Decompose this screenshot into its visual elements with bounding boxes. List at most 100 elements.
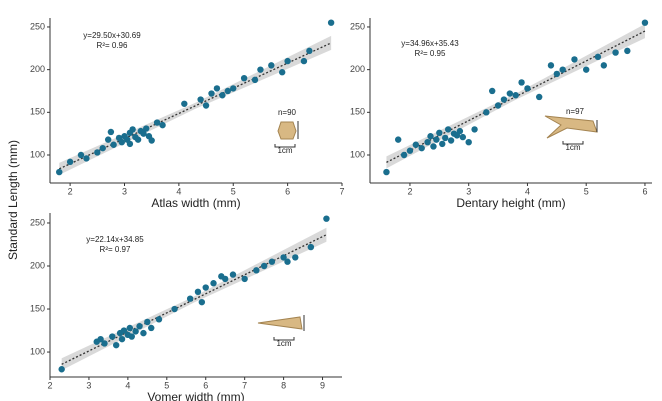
point <box>406 147 414 154</box>
point <box>612 49 619 56</box>
r-squared: R²= 0.97 <box>100 245 131 254</box>
x-tick-label: 2 <box>407 186 412 196</box>
y-tick-label: 150 <box>30 107 45 117</box>
x-tick-label: 7 <box>242 380 247 390</box>
x-tick-label: 4 <box>176 186 181 196</box>
point <box>624 47 631 55</box>
point <box>465 138 472 146</box>
point <box>118 335 126 343</box>
x-tick-label: 4 <box>525 186 530 196</box>
point <box>155 316 163 323</box>
point <box>101 340 108 347</box>
point <box>120 327 128 334</box>
x-tick-label: 8 <box>281 380 286 390</box>
point <box>222 275 229 283</box>
y-tick-label: 150 <box>30 303 45 313</box>
scale-bar <box>273 337 295 341</box>
bone-icon <box>257 316 303 330</box>
point <box>77 151 85 159</box>
point <box>58 366 65 373</box>
y-tick-label: 100 <box>30 346 45 356</box>
x-tick-label: 7 <box>339 186 344 196</box>
point <box>427 133 434 140</box>
x-tick-label: 2 <box>47 380 52 390</box>
scale-bar <box>274 144 296 148</box>
point <box>224 87 232 95</box>
point <box>171 305 178 313</box>
point <box>439 140 446 148</box>
y-tick-label: 200 <box>30 64 45 74</box>
y-tick-label: 200 <box>30 260 45 270</box>
point <box>241 275 248 283</box>
point <box>594 53 602 61</box>
point <box>229 271 237 278</box>
point <box>571 56 578 63</box>
point <box>306 47 313 55</box>
point <box>213 85 221 92</box>
point <box>126 324 134 332</box>
point <box>202 284 209 291</box>
point <box>559 66 566 73</box>
point <box>444 126 452 133</box>
scale-label: 1cm <box>277 146 292 155</box>
point <box>110 141 117 148</box>
point <box>327 19 335 26</box>
sample-size: n=97 <box>566 107 585 116</box>
point <box>107 128 115 136</box>
scale-label: 1cm <box>565 143 580 152</box>
point <box>132 328 139 335</box>
bone-icon <box>277 121 297 140</box>
point <box>483 109 490 116</box>
point <box>278 69 286 76</box>
point <box>140 329 147 337</box>
point <box>524 85 531 92</box>
point <box>140 130 147 137</box>
point <box>112 341 120 349</box>
x-tick-label: 5 <box>231 186 236 196</box>
x-tick-label: 5 <box>164 380 169 390</box>
point <box>208 90 215 97</box>
y-tick-label: 100 <box>30 149 45 159</box>
point <box>395 136 402 143</box>
point <box>210 280 217 287</box>
point <box>547 62 555 69</box>
y-tick-label: 250 <box>350 21 365 31</box>
point <box>129 126 136 133</box>
point <box>641 19 649 26</box>
point <box>153 119 161 126</box>
y-tick-label: 200 <box>350 64 365 74</box>
point <box>219 92 226 99</box>
point <box>489 87 496 95</box>
x-tick-label: 6 <box>203 380 208 390</box>
point <box>94 149 101 156</box>
point <box>442 134 449 142</box>
point <box>197 96 204 103</box>
equation: y=22.14x+34.85 <box>86 235 144 244</box>
point <box>109 333 116 340</box>
y-tick-label: 250 <box>30 21 45 31</box>
x-tick-label: 6 <box>642 186 647 196</box>
x-tick-label: 3 <box>122 186 127 196</box>
point <box>284 57 291 65</box>
point <box>323 215 330 222</box>
point <box>284 258 291 265</box>
point <box>202 102 210 109</box>
point <box>436 129 443 137</box>
point <box>126 140 134 148</box>
point <box>118 138 125 146</box>
point <box>268 62 275 69</box>
r-squared: R²= 0.95 <box>415 49 446 58</box>
equation: y=34.96x+35.43 <box>401 39 459 48</box>
y-tick-label: 100 <box>350 149 365 159</box>
x-tick-label: 3 <box>86 380 91 390</box>
point <box>412 141 420 148</box>
point <box>66 158 74 166</box>
point <box>506 90 514 97</box>
point <box>280 254 287 261</box>
point <box>518 79 525 86</box>
point <box>198 298 206 306</box>
point <box>500 96 508 103</box>
point <box>456 127 464 135</box>
x-tick-label: 6 <box>285 186 290 196</box>
point <box>134 136 142 143</box>
